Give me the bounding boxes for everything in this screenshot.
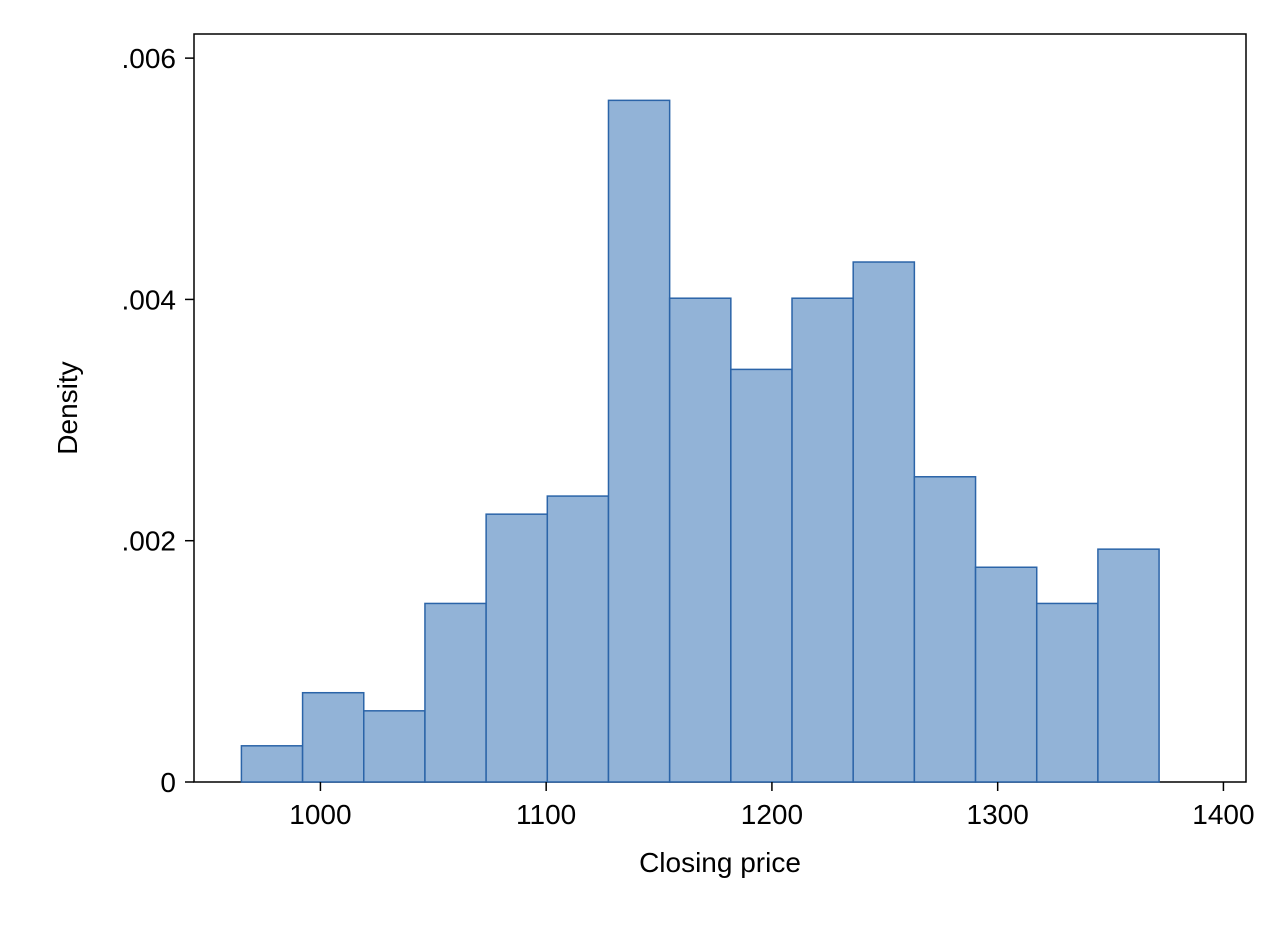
histogram-bar xyxy=(485,513,549,783)
histogram-bar xyxy=(1035,602,1099,783)
histogram-bar xyxy=(424,602,487,783)
x-tick-label: 1400 xyxy=(1192,799,1254,830)
histogram-bar xyxy=(607,99,671,783)
histogram-bar xyxy=(363,710,426,783)
y-axis: 0 .002 .004 .006 xyxy=(122,43,194,798)
x-tick-label: 1200 xyxy=(741,799,803,830)
bars-group xyxy=(240,99,1160,783)
x-tick-label: 1100 xyxy=(516,799,576,830)
x-axis: 1000 1100 1200 1300 1400 xyxy=(289,782,1255,830)
histogram-bar xyxy=(730,368,793,783)
x-axis-title: Closing price xyxy=(639,847,801,878)
y-tick-label: .006 xyxy=(122,43,177,74)
y-tick-label: 0 xyxy=(160,767,176,798)
histogram-bar xyxy=(852,261,916,783)
x-tick-label: 1300 xyxy=(967,799,1029,830)
y-axis-title: Density xyxy=(52,361,83,454)
histogram-bar xyxy=(668,297,732,783)
y-tick-label: .002 xyxy=(122,526,177,557)
histogram-bar xyxy=(1097,548,1160,783)
y-tick-label: .004 xyxy=(122,284,177,315)
histogram-bar xyxy=(546,495,610,783)
histogram-bar xyxy=(240,745,304,783)
x-tick-label: 1000 xyxy=(289,799,351,830)
histogram-bar xyxy=(913,476,977,783)
histogram-bar xyxy=(974,566,1038,783)
histogram-bar xyxy=(791,297,854,783)
histogram-bar xyxy=(301,691,365,783)
